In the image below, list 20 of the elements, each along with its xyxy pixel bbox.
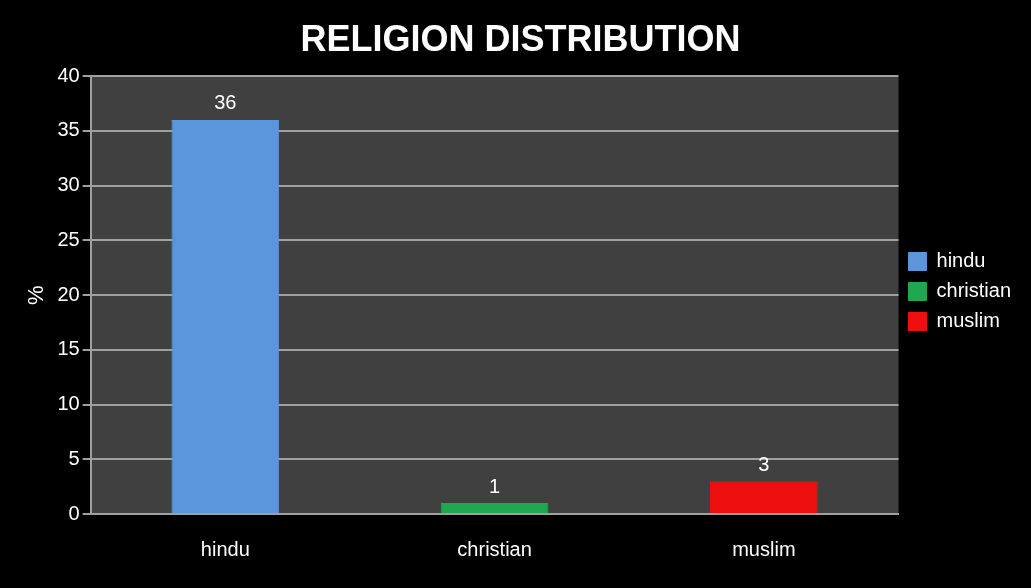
x-tick-label: christian: [457, 537, 532, 560]
y-tick-label: 15: [57, 337, 80, 360]
y-tick-label: 5: [68, 446, 80, 469]
y-tick-label: 20: [57, 282, 80, 305]
y-tick-label: 25: [57, 227, 80, 250]
y-tick-label: 40: [57, 63, 80, 86]
legend-label: muslim: [936, 309, 1000, 332]
x-tick-label: hindu: [200, 537, 250, 560]
data-label: 3: [758, 452, 770, 475]
y-tick-label: 0: [68, 501, 80, 524]
y-axis-title: %: [23, 285, 49, 305]
y-tick-label: 35: [57, 118, 80, 141]
x-tick-label: muslim: [732, 537, 796, 560]
data-label: 36: [214, 91, 237, 114]
chart-title: RELIGION DISTRIBUTION: [300, 17, 741, 59]
y-tick-label: 10: [57, 392, 80, 415]
data-label: 1: [489, 474, 501, 497]
legend-label: christian: [936, 279, 1012, 302]
legend-label: hindu: [936, 249, 986, 272]
y-tick-label: 30: [57, 173, 80, 196]
